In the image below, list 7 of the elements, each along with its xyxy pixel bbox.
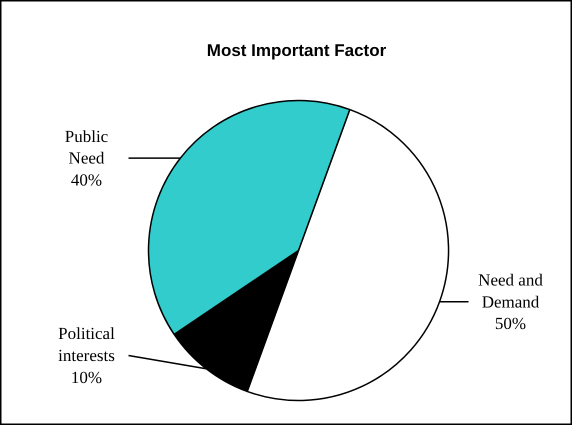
chart-title: Most Important Factor	[206, 41, 387, 60]
data-label: 10%	[70, 368, 102, 387]
slice-label: Need and Demand	[478, 270, 544, 312]
data-label: 50%	[494, 314, 526, 334]
data-label: 40%	[70, 170, 102, 190]
slice-label: Political interests	[58, 324, 116, 365]
slice-label: Public Need	[64, 126, 109, 168]
